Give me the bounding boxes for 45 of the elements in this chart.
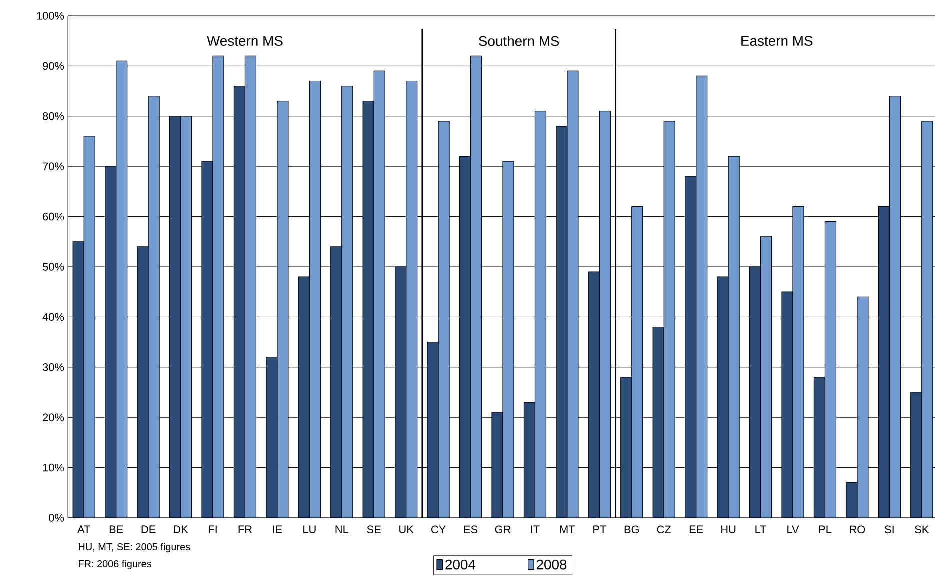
- x-tick-label: FR: [238, 526, 252, 534]
- x-tick-label: AT: [78, 526, 90, 534]
- x-tick-label: DK: [174, 526, 188, 534]
- annotation: Eastern MS: [742, 36, 813, 46]
- legend-label: 2008: [536, 560, 567, 570]
- x-tick-label: FI: [209, 526, 217, 534]
- x-tick-label: LU: [304, 526, 316, 534]
- legend-label: 2004: [446, 560, 476, 570]
- y-tick-label: 60%: [43, 212, 64, 221]
- x-tick-label: IE: [273, 526, 282, 534]
- x-tick-label: BE: [110, 526, 124, 534]
- x-tick-label: ES: [464, 526, 478, 534]
- x-tick-label: IT: [531, 526, 540, 534]
- y-tick-label: 90%: [43, 62, 64, 70]
- y-tick-label: 0%: [49, 514, 64, 522]
- y-tick-label: 30%: [42, 364, 64, 372]
- x-tick-label: SI: [885, 526, 894, 534]
- x-tick-label: LT: [756, 526, 767, 534]
- x-tick-label: MT: [560, 526, 576, 534]
- x-tick-label: SE: [367, 526, 381, 534]
- y-tick-label: 40%: [42, 313, 64, 322]
- annotation: Western MS: [207, 36, 283, 46]
- x-tick-label: GR: [495, 526, 511, 534]
- annotation: Southern MS: [479, 36, 560, 46]
- x-tick-label: PL: [819, 526, 832, 534]
- y-tick-label: 50%: [42, 263, 64, 271]
- x-tick-label: PT: [594, 526, 606, 534]
- y-tick-label: 70%: [43, 162, 64, 170]
- x-tick-label: SK: [915, 526, 930, 534]
- x-tick-label: HU: [722, 526, 736, 534]
- x-tick-label: CY: [432, 526, 446, 534]
- y-tick-label: 100%: [37, 12, 64, 20]
- y-tick-label: 10%: [43, 464, 64, 472]
- y-tick-label: 80%: [43, 112, 64, 120]
- x-tick-label: RO: [850, 526, 866, 534]
- x-tick-label: LV: [788, 526, 800, 534]
- x-tick-label: UK: [400, 526, 414, 534]
- x-tick-label: DE: [142, 526, 156, 534]
- x-tick-label: CZ: [657, 526, 672, 534]
- x-tick-label: BG: [624, 526, 639, 534]
- text: HU, MT, SE: 2005 figures: [79, 543, 190, 552]
- x-tick-label: EE: [690, 526, 704, 534]
- x-tick-label: NL: [336, 526, 349, 534]
- text: FR: 2006 figures: [79, 560, 152, 570]
- y-tick-label: 20%: [43, 414, 64, 422]
